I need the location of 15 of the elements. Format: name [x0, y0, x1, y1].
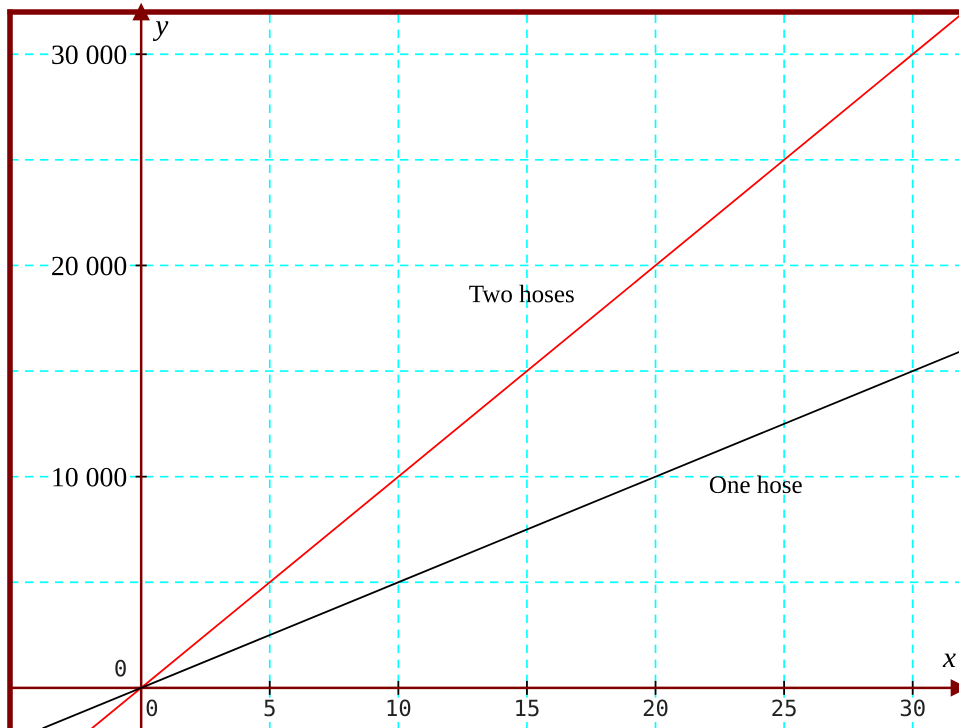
series-label: Two hoses: [469, 284, 574, 302]
y-tick-label: 0: [115, 660, 126, 677]
x-tick-label: 15: [516, 700, 539, 716]
x-tick-label: 25: [772, 699, 796, 716]
x-tick-label: 5: [264, 700, 275, 716]
y-tick-label: 30 000: [52, 45, 126, 64]
x-tick-label: 20: [644, 699, 668, 716]
series-label: One hose: [710, 476, 802, 494]
x-axis-title: x: [942, 654, 956, 667]
x-tick-label: 30: [900, 699, 925, 716]
y-tick-label: 20 000: [52, 256, 126, 276]
y-tick-label: 10 000: [53, 468, 126, 487]
x-tick-label: 10: [388, 699, 410, 716]
x-tick-label: 0: [146, 699, 158, 716]
y-axis-title: y: [152, 21, 168, 41]
